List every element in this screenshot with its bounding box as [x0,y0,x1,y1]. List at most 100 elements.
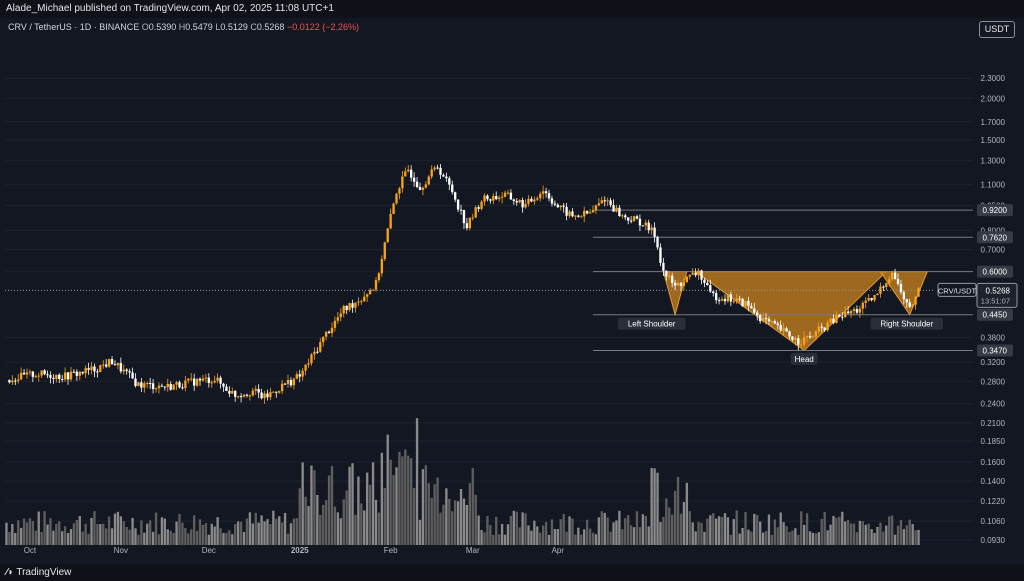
volume-bar [665,498,668,545]
volume-bar [49,518,52,545]
candle-body [204,377,208,379]
candle-body [116,363,120,366]
volume-bar [213,526,216,545]
volume-bar [750,531,753,545]
candle-body [360,301,363,303]
volume-bar [339,518,342,545]
volume-bar [688,511,691,545]
candle-body [899,283,903,293]
volume-bar [427,483,430,545]
volume-bar [316,494,319,545]
volume-bar [28,518,32,545]
candle-body [530,198,533,202]
volume-bar [629,525,633,545]
volume-bar [800,511,803,545]
volume-bar [738,533,741,545]
candle-body [676,282,680,286]
candle-body [269,392,272,398]
low-value: 0.5129 [220,22,248,32]
candle-body [720,299,724,301]
candle-body [49,375,52,378]
candle-body [37,375,40,377]
volume-bar [474,494,477,545]
candle-body [345,305,348,311]
candle-body [72,371,76,373]
candle-body [66,372,70,380]
volume-bar [811,532,815,545]
volume-bar [119,516,123,545]
candle-body [808,335,812,338]
time-tick-label: Feb [384,546,398,555]
candle-body [11,380,14,383]
volume-bar [192,515,196,545]
volume-bar [597,517,601,545]
candle-body [128,371,131,373]
candle-body [624,215,627,218]
candle-body [298,374,301,377]
candle-body [632,216,636,222]
volume-bar [518,527,521,545]
annotation-badge [790,352,818,365]
pattern-annotations: Left Shoulder Head Right Shoulder [617,317,944,365]
candle-body [829,318,832,323]
volume-bar [565,531,568,545]
price-tick-label: 2.0000 [981,94,1006,103]
candle-body [606,200,609,202]
volume-bar [550,519,554,545]
volume-bar [732,519,735,545]
level-badge [977,231,1013,244]
volume-bar [407,455,410,545]
volume-bar [767,514,771,545]
candle-body [8,379,11,383]
candle-body [456,199,460,210]
volume-bar [893,534,897,545]
candle-body [421,187,425,190]
candle-body [380,258,384,274]
volume-bar [808,531,812,545]
candle-body [169,383,172,390]
candle-body [524,203,527,208]
volume-bar [445,488,448,545]
candle-body [764,318,768,320]
candle-body [63,372,67,380]
volume-bar [401,456,404,545]
volume-bar [131,517,134,545]
candle-body [896,279,900,284]
volume-bar [40,531,43,545]
price-tick-label: 0.7000 [981,245,1006,254]
volume-bar [163,518,167,545]
volume-bar [222,533,225,545]
level-label: 0.6000 [983,268,1008,277]
volume-bar [11,523,14,545]
volume-bar [905,525,908,545]
volume-bar [58,521,61,545]
candle-body [574,215,577,217]
volume-bar [712,513,715,545]
candle-body [665,270,668,277]
volume-bar [251,523,254,545]
price-tick-label: 0.2100 [981,419,1006,428]
candle-body [181,387,184,389]
candle-body [480,201,483,209]
candle-body [327,331,331,334]
candle-body [119,363,123,372]
candle-body [146,383,149,385]
volume-bar [541,525,545,545]
volume-bar [890,515,894,545]
volume-bar [676,476,680,545]
candle-body [468,217,472,229]
volume-bar [46,524,49,545]
candle-body [594,205,598,211]
candle-body [500,196,504,198]
volume-bar [295,518,298,545]
candle-body [905,299,908,303]
currency-button[interactable]: USDT [979,21,1015,38]
change-value: −0.0122 (−2.26%) [286,22,359,32]
candle-body [102,364,105,366]
candle-body [700,270,703,280]
candle-body [172,384,175,390]
volume-bar [720,516,724,545]
candle-body [178,382,181,388]
candle-body [322,336,325,343]
